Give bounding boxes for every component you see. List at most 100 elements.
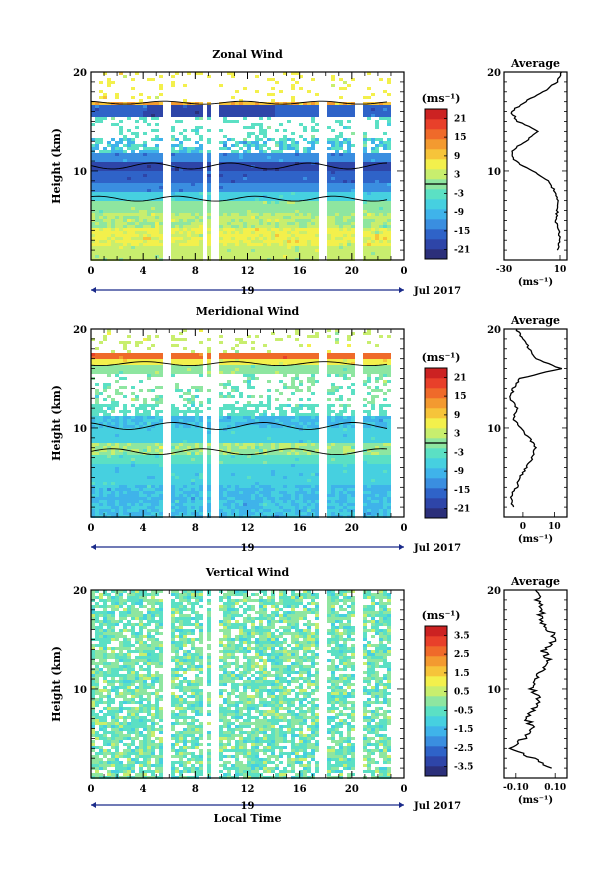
heatmap-cell bbox=[311, 177, 315, 180]
heatmap-cell bbox=[123, 75, 127, 78]
heatmap-cell bbox=[183, 434, 187, 437]
heatmap-cell bbox=[111, 416, 115, 419]
heatmap-cell bbox=[247, 225, 251, 228]
heatmap-cell bbox=[239, 111, 243, 114]
heatmap-cell bbox=[127, 464, 131, 467]
heatmap-cell bbox=[147, 428, 151, 431]
heatmap-cell bbox=[183, 102, 187, 105]
heatmap-cell bbox=[303, 186, 307, 189]
heatmap-cell bbox=[275, 189, 279, 192]
heatmap-cell bbox=[331, 225, 335, 228]
heatmap-cell bbox=[291, 228, 295, 231]
heatmap-cell bbox=[235, 509, 239, 512]
heatmap-cell bbox=[235, 461, 239, 464]
heatmap-cell bbox=[299, 156, 303, 159]
heatmap-cell bbox=[299, 210, 303, 213]
heatmap-cell bbox=[155, 437, 159, 440]
heatmap-cell bbox=[227, 171, 231, 174]
heatmap-cell bbox=[243, 144, 247, 147]
heatmap-cell bbox=[219, 446, 223, 449]
heatmap-cell bbox=[131, 464, 135, 467]
heatmap-cell bbox=[191, 249, 195, 252]
heatmap-cell bbox=[159, 237, 163, 240]
heatmap-cell bbox=[127, 114, 131, 117]
heatmap-cell bbox=[219, 434, 223, 437]
heatmap-cell bbox=[343, 114, 347, 117]
heatmap-cell bbox=[115, 231, 119, 234]
heatmap-cell bbox=[363, 177, 367, 180]
heatmap-cell bbox=[151, 506, 155, 509]
heatmap-cell bbox=[171, 503, 175, 506]
heatmap-cell bbox=[207, 452, 211, 455]
heatmap-cell bbox=[367, 153, 371, 156]
heatmap-cell bbox=[307, 171, 311, 174]
heatmap-cell bbox=[263, 255, 267, 258]
heatmap-cell bbox=[107, 249, 111, 252]
heatmap-cell bbox=[115, 440, 119, 443]
heatmap-cell bbox=[151, 108, 155, 111]
heatmap-cell bbox=[159, 252, 163, 255]
heatmap-cell bbox=[179, 455, 183, 458]
heatmap-cell bbox=[119, 207, 123, 210]
heatmap-cell bbox=[187, 219, 191, 222]
heatmap-cell bbox=[187, 198, 191, 201]
heatmap-cell bbox=[127, 219, 131, 222]
heatmap-cell bbox=[147, 365, 151, 368]
heatmap-cell bbox=[235, 446, 239, 449]
heatmap-cell bbox=[375, 246, 379, 249]
heatmap-cell bbox=[183, 482, 187, 485]
heatmap-cell bbox=[187, 488, 191, 491]
heatmap-cell bbox=[103, 383, 107, 386]
heatmap-cell bbox=[139, 455, 143, 458]
heatmap-cell bbox=[291, 171, 295, 174]
heatmap-cell bbox=[267, 138, 271, 141]
heatmap-cell bbox=[131, 491, 135, 494]
heatmap-cell bbox=[195, 192, 199, 195]
heatmap-cell bbox=[231, 356, 235, 359]
heatmap-cell bbox=[363, 180, 367, 183]
heatmap-cell bbox=[327, 246, 331, 249]
heatmap-cell bbox=[131, 446, 135, 449]
heatmap-cell bbox=[199, 479, 203, 482]
heatmap-cell bbox=[383, 234, 387, 237]
heatmap-cell bbox=[95, 407, 99, 410]
heatmap-cell bbox=[283, 180, 287, 183]
heatmap-cell bbox=[351, 156, 355, 159]
heatmap-cell bbox=[99, 452, 103, 455]
heatmap-cell bbox=[383, 228, 387, 231]
heatmap-cell bbox=[135, 446, 139, 449]
heatmap-cell bbox=[367, 234, 371, 237]
heatmap-cell bbox=[219, 207, 223, 210]
heatmap-cell bbox=[191, 449, 195, 452]
heatmap-cell bbox=[351, 153, 355, 156]
heatmap-cell bbox=[111, 455, 115, 458]
heatmap-cell bbox=[243, 443, 247, 446]
heatmap-cell bbox=[171, 189, 175, 192]
heatmap-cell bbox=[283, 177, 287, 180]
heatmap-cell bbox=[155, 102, 159, 105]
heatmap-cell bbox=[115, 240, 119, 243]
heatmap-cell bbox=[91, 222, 95, 225]
heatmap-cell bbox=[283, 222, 287, 225]
heatmap-cell bbox=[387, 234, 391, 237]
heatmap-cell bbox=[231, 443, 235, 446]
heatmap-cell bbox=[291, 195, 295, 198]
heatmap-cell bbox=[247, 150, 251, 153]
heatmap-cell bbox=[179, 255, 183, 258]
heatmap-cell bbox=[103, 252, 107, 255]
heatmap-cell bbox=[363, 105, 367, 108]
heatmap-cell bbox=[143, 401, 147, 404]
heatmap-cell bbox=[159, 485, 163, 488]
heatmap-cell bbox=[195, 464, 199, 467]
heatmap-cell bbox=[139, 473, 143, 476]
heatmap-cell bbox=[227, 147, 231, 150]
heatmap-cell bbox=[207, 389, 211, 392]
heatmap-cell bbox=[251, 228, 255, 231]
heatmap-cell bbox=[379, 111, 383, 114]
heatmap-cell bbox=[147, 359, 151, 362]
heatmap-cell bbox=[231, 150, 235, 153]
heatmap-cell bbox=[199, 111, 203, 114]
heatmap-cell bbox=[239, 201, 243, 204]
heatmap-cell bbox=[287, 168, 291, 171]
heatmap-cell bbox=[223, 144, 227, 147]
